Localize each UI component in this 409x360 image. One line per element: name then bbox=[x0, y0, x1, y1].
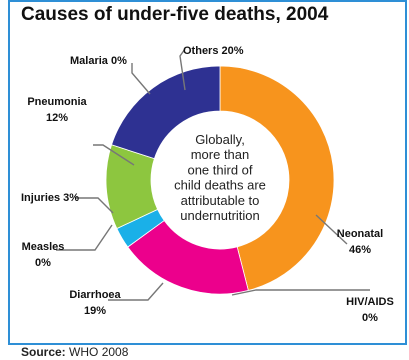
leader-line-measles bbox=[56, 224, 113, 251]
leader-line-injuries bbox=[75, 197, 114, 214]
leader-line-neonatal bbox=[315, 214, 348, 245]
leader-line-diarrhoea bbox=[108, 282, 164, 301]
chart-title: Causes of under-five deaths, 2004 bbox=[21, 4, 329, 25]
slice-neonatal bbox=[219, 65, 335, 291]
chart-slices bbox=[105, 65, 335, 295]
label-neonatal: Neonatal 46% bbox=[337, 228, 383, 256]
center-text-line: attributable to bbox=[181, 193, 260, 208]
center-text-line: more than bbox=[191, 147, 250, 162]
leader-line-pneumonia bbox=[93, 144, 135, 166]
chart-labels: Neonatal 46% HIV/AIDS 0% Diarrhoea 19%Measles… bbox=[21, 45, 394, 324]
slice-others bbox=[111, 65, 221, 160]
leader-line-others bbox=[179, 48, 186, 91]
label-hiv-aids: HIV/AIDS 0% bbox=[346, 296, 394, 324]
leader-line-malaria bbox=[131, 63, 151, 95]
source-text: WHO 2008 bbox=[69, 345, 129, 359]
center-text-line: child deaths are bbox=[174, 178, 266, 193]
label-diarrhoea: Diarrhoea 19% bbox=[69, 289, 121, 317]
label-malaria: Malaria 0% bbox=[70, 55, 127, 67]
source-note: Source: WHO 2008 bbox=[21, 345, 128, 359]
label-pneumonia: Pneumonia 12% bbox=[27, 96, 87, 124]
chart-leader-lines bbox=[56, 48, 370, 301]
leader-line-hiv-aids bbox=[231, 289, 370, 296]
center-text-line: undernutrition bbox=[180, 208, 260, 223]
center-text-line: Globally, bbox=[195, 132, 245, 147]
center-text-line: one third of bbox=[187, 162, 252, 177]
donut-chart: Neonatal 46% HIV/AIDS 0% Diarrhoea 19%Measles… bbox=[21, 45, 394, 324]
source-label: Source: bbox=[21, 345, 66, 359]
label-measles: Measles 0% bbox=[22, 241, 65, 269]
label-injuries: Injuries 3% bbox=[21, 192, 79, 204]
label-others: Others 20% bbox=[183, 45, 244, 57]
